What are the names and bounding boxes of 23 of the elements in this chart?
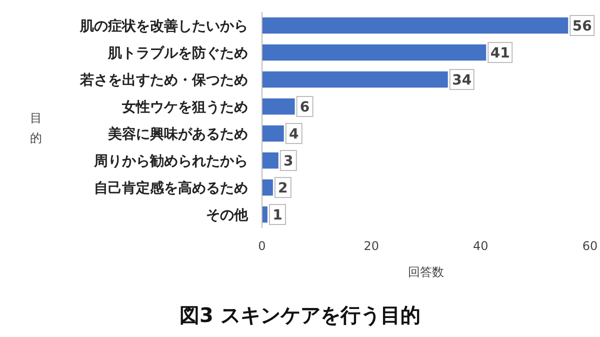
data-label: 56 xyxy=(572,18,592,34)
x-tick-label: 60 xyxy=(582,239,598,253)
y-tick-label: その他 xyxy=(206,208,249,224)
y-tick-label: 女性ウケを狙うため xyxy=(121,100,248,116)
y-tick-label: 美容に興味があるため xyxy=(107,126,248,142)
x-axis-title: 回答数 xyxy=(408,265,444,279)
y-tick-label: 若さを出すため・保つため xyxy=(79,72,248,88)
y-tick-label: 肌の症状を改善したいから xyxy=(79,18,248,34)
x-tick-label: 40 xyxy=(473,239,488,253)
x-tick-label: 0 xyxy=(258,239,266,253)
data-label: 4 xyxy=(288,126,299,142)
data-label: 2 xyxy=(278,180,288,196)
y-axis-title: 目的 xyxy=(30,111,42,145)
y-tick-label: 肌トラブルを防ぐため xyxy=(107,44,248,62)
data-label: 34 xyxy=(452,72,472,88)
data-label: 41 xyxy=(490,46,510,62)
data-label: 6 xyxy=(300,100,310,116)
x-tick-label: 20 xyxy=(364,239,379,253)
y-tick-label: 自己肯定感を高めるため xyxy=(94,180,248,196)
data-label: 1 xyxy=(272,208,282,224)
text: 図3 スキンケアを行う目的 xyxy=(180,303,420,327)
data-label: 3 xyxy=(284,154,294,170)
y-tick-label: 周りから勧められたから xyxy=(93,154,248,170)
